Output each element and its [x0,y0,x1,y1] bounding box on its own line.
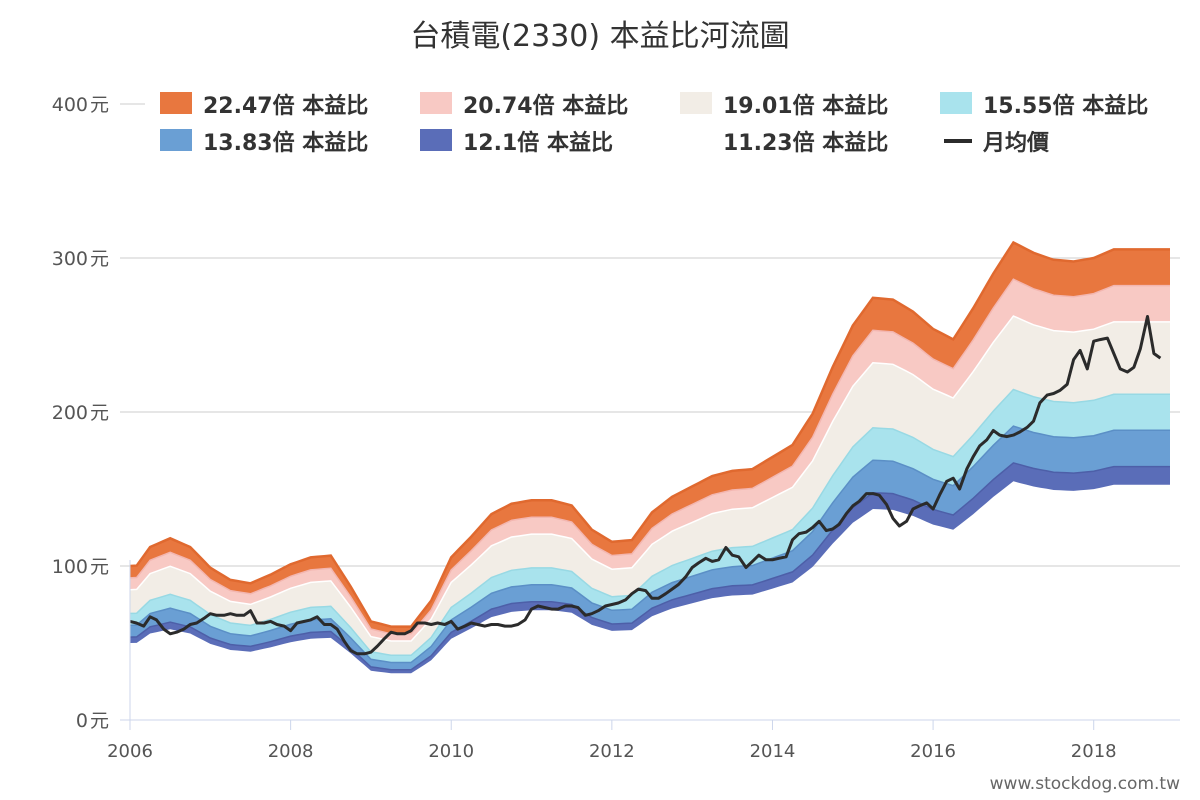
y-tick-unit-400: 元 [90,94,109,116]
legend-swatch-5 [420,129,452,151]
price-line [129,315,1162,656]
band-22.47x [130,242,1170,634]
legend-label-3: 15.55倍 本益比 [983,93,1148,119]
chart-title: 台積電(2330) 本益比河流圖 [410,19,789,54]
y-tick-label-200: 200 [52,402,88,424]
x-tick-label-2010: 2010 [428,741,474,762]
x-tick-label-2014: 2014 [750,741,796,762]
band-19.01x [130,316,1170,656]
watermark: www.stockdog.com.tw [990,774,1180,794]
price-line-layer [129,315,1162,656]
band-edge-12.1x [129,462,1170,671]
legend-swatch-2 [680,92,712,114]
x-tick-label-2016: 2016 [910,741,956,762]
legend-swatch-4 [160,129,192,151]
legend-swatch-6 [680,129,712,151]
legend-swatch-3 [940,92,972,114]
y-tick-unit-100: 元 [90,556,109,578]
legend-label-4: 13.83倍 本益比 [203,130,368,156]
legend: 22.47倍 本益比 20.74倍 本益比 19.01倍 本益比 15.55倍 本益比… [160,92,1148,156]
y-tick-label-0: 0 [76,710,88,732]
legend-swatch-0 [160,92,192,114]
y-tick-unit-200: 元 [90,402,109,424]
legend-label-1: 20.74倍 本益比 [463,93,628,119]
band-edge-15.55x [129,388,1170,657]
band-15.55x [130,389,1170,663]
pe-bands [129,240,1170,674]
band-13.83x [130,426,1170,670]
legend-swatch-1 [420,92,452,114]
y-tick-label-100: 100 [52,556,88,578]
band-edge-19.01x [129,315,1170,642]
legend-label-7: 月均價 [982,130,1050,156]
y-tick-label-400: 400 [52,94,88,116]
band-12.1x [130,462,1170,674]
band-edge-20.74x [129,278,1170,635]
x-tick-label-2012: 2012 [589,741,635,762]
legend-label-6: 11.23倍 本益比 [723,130,888,156]
x-tick-label-2018: 2018 [1071,741,1117,762]
y-tick-unit-0: 元 [90,710,109,732]
band-20.74x [130,279,1170,641]
x-tick-label-2006: 2006 [107,741,153,762]
x-tick-label-2008: 2008 [268,741,314,762]
band-edge-22.47x [129,240,1170,628]
y-tick-label-300: 300 [52,248,88,270]
y-tick-unit-300: 元 [90,248,109,270]
legend-label-5: 12.1倍 本益比 [463,130,613,156]
legend-label-0: 22.47倍 本益比 [203,93,368,119]
legend-label-2: 19.01倍 本益比 [723,93,888,119]
